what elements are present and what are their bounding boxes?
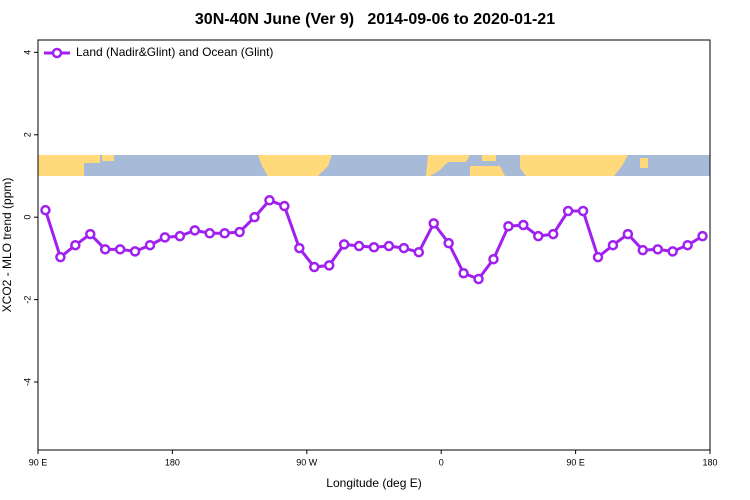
data-point [338,239,350,250]
data-point [279,200,290,212]
data-point [55,251,66,263]
data-point [577,205,589,217]
data-point [159,232,171,243]
data-point [144,239,156,251]
legend-marker [51,47,63,59]
data-point [85,228,96,240]
data-point [443,237,454,249]
data-point [264,195,275,206]
data-point [40,204,51,216]
data-point [114,244,126,255]
data-point [189,225,201,236]
data-point [533,230,544,242]
x-tick-label: 90 W [296,457,318,467]
data-point [682,239,693,251]
legend-text: Land (Nadir&Glint) and Ocean (Glint) [76,45,273,59]
data-point [398,242,410,254]
series-line [44,198,704,281]
data-point [368,242,380,253]
data-point [294,242,305,254]
data-point [323,260,335,271]
data-point [562,205,574,217]
data-point [70,239,81,251]
plot-frame [37,39,711,451]
data-point [458,267,469,279]
x-tick-label: 180 [165,457,180,467]
x-tick-label: 90 E [29,457,48,467]
data-point [413,246,425,258]
data-point [607,239,619,251]
data-point [219,228,230,239]
x-axis-title: Longitude (deg E) [326,476,421,490]
data-point [309,261,320,273]
y-tick-label: -2 [22,296,32,304]
data-point [488,253,499,265]
y-tick-label: -4 [22,378,32,386]
data-point [383,240,395,252]
data-point [637,244,649,256]
data-point [518,219,529,231]
data-point [503,221,514,232]
map-strip [38,155,710,176]
data-point [204,228,215,239]
data-point [428,218,439,229]
data-point [249,211,260,223]
x-tick-label: 180 [702,457,717,467]
y-tick-label: 4 [22,50,32,55]
chart-title: 30N-40N June (Ver 9) 2014-09-06 to 2020-… [195,11,555,28]
data-point [473,273,484,285]
data-point [667,246,678,257]
y-tick-label: 2 [22,132,32,137]
data-point [697,230,708,242]
x-tick-label: 90 E [566,457,585,467]
data-point [622,228,634,240]
data-point [234,226,245,238]
data-point [99,244,111,255]
data-point [652,244,663,255]
data-point [174,230,186,242]
x-tick-label: 0 [439,457,444,467]
data-point [592,251,604,263]
y-axis-title: XCO2 - MLO trend (ppm) [0,178,14,313]
data-point [353,240,365,252]
y-tick-label: 0 [22,215,32,220]
data-point [129,246,141,257]
data-point [547,228,559,240]
